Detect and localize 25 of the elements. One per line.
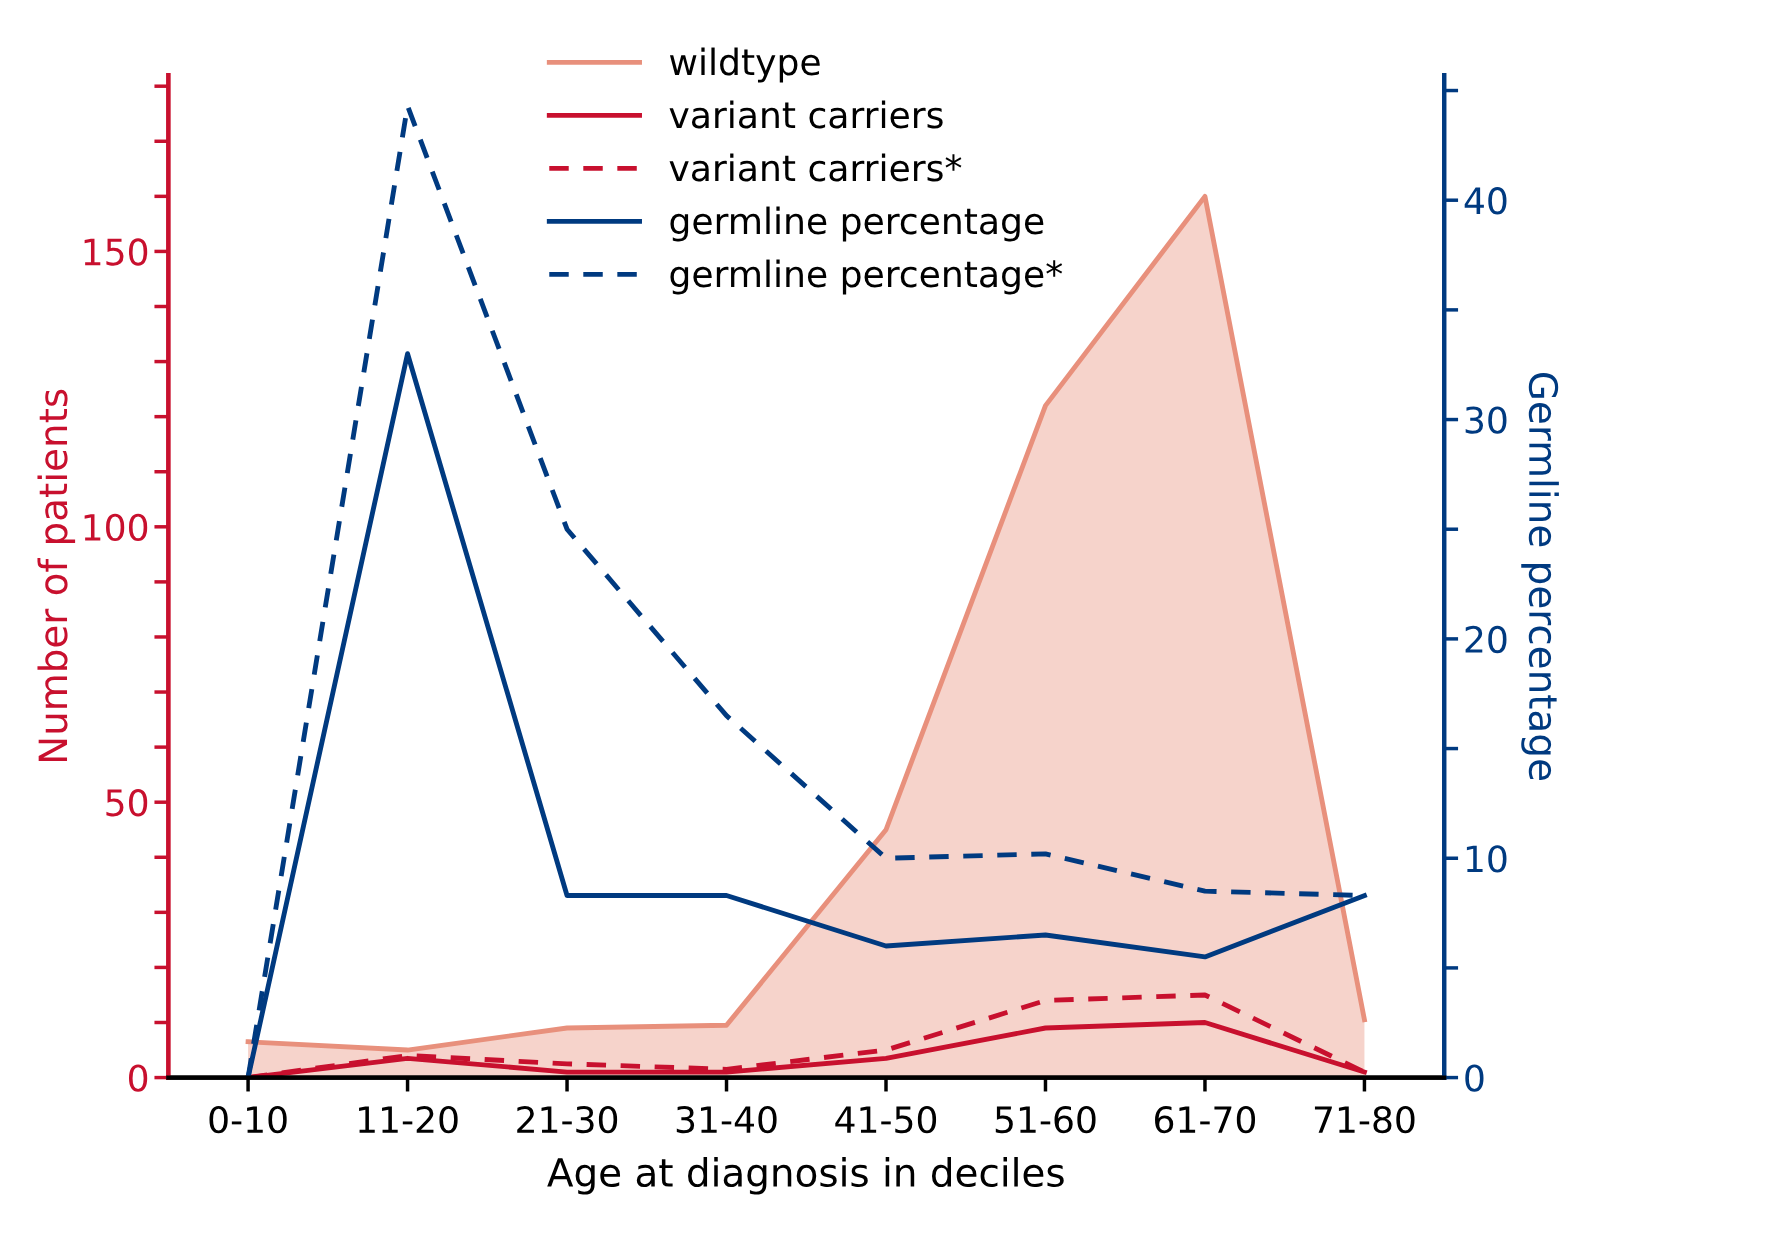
y-tick-label: 50 (106, 789, 148, 817)
legend-label: variant carriers (669, 100, 943, 129)
y-tick-label: 100 (84, 513, 148, 542)
x-tick-label: 41-50 (835, 1106, 937, 1134)
y2-tick-label: 40 (1464, 187, 1507, 215)
y2-tick-label: 20 (1465, 625, 1507, 654)
x-tick-label: 0-10 (209, 1106, 287, 1134)
x-tick-label: 11-20 (359, 1106, 458, 1134)
y-tick-label: 0 (129, 1064, 148, 1092)
legend-label: germline percentage (670, 206, 1044, 242)
y2-axis-title: Germline percentage (1521, 372, 1559, 780)
y2-tick-label: 10 (1466, 845, 1507, 873)
legend-label: germline percentage* (670, 259, 1063, 295)
x-tick-label: 31-40 (676, 1106, 777, 1134)
y2-tick-label: 30 (1465, 406, 1507, 434)
x-axis-title: Age at diagnosis in deciles (547, 1156, 1064, 1195)
x-tick-label: 61-70 (1155, 1106, 1256, 1134)
legend-label: wildtype (669, 47, 820, 83)
y-tick-label: 150 (84, 238, 148, 266)
x-tick-label: 71-80 (1314, 1106, 1415, 1134)
legend-label: variant carriers* (669, 153, 962, 182)
y-axis-title: Number of patients (37, 389, 76, 762)
x-tick-label: 51-60 (995, 1106, 1096, 1134)
x-tick-label: 21-30 (517, 1106, 618, 1134)
y2-tick-label: 0 (1465, 1064, 1484, 1092)
